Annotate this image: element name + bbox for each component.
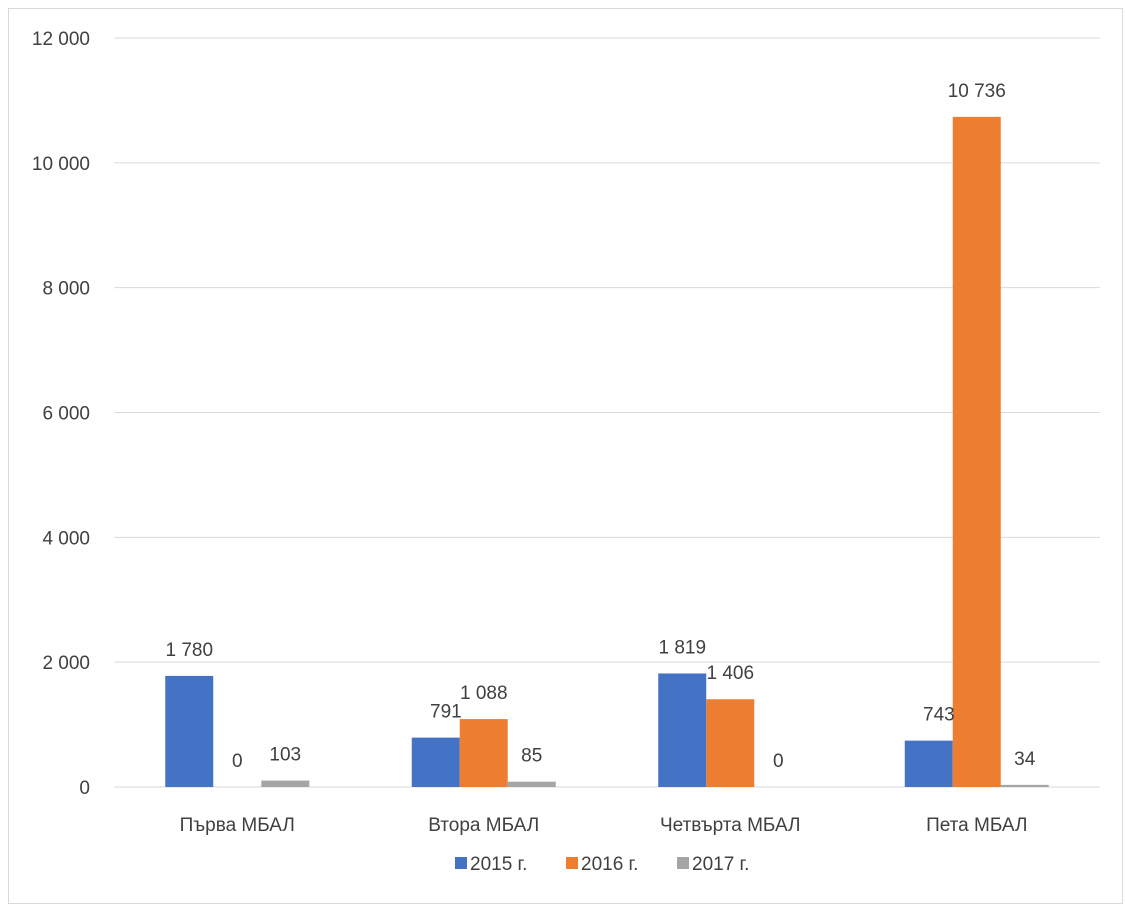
legend-label: 2017 г. [692,854,749,875]
data-label: 743 [923,705,955,726]
legend-label: 2015 г. [470,854,527,875]
data-label: 34 [1014,749,1036,770]
y-tick-label: 0 [79,778,90,799]
bar [507,781,556,787]
bar [261,780,310,787]
data-label: 10 736 [948,81,1006,102]
data-label: 85 [521,746,542,767]
data-label: 1 088 [460,683,508,704]
bar [459,719,508,787]
legend-swatch [455,857,467,869]
y-tick-label: 6 000 [42,404,90,425]
legend-swatch [677,857,689,869]
y-tick-label: 12 000 [32,29,90,50]
data-label: 0 [232,751,243,772]
bars [165,116,1049,788]
gridlines [114,37,1100,788]
bar [658,673,707,787]
x-category-label: Втора МБАЛ [428,815,539,836]
x-category-label: Четвърта МБАЛ [660,815,801,836]
y-tick-label: 4 000 [42,528,90,549]
bar [411,737,460,787]
y-tick-label: 10 000 [32,154,90,175]
data-label: 1 780 [165,640,213,661]
data-label: 0 [773,751,784,772]
y-tick-label: 2 000 [42,653,90,674]
bar [1000,784,1049,787]
bar [706,699,755,787]
bar [904,740,953,787]
x-category-label: Първа МБАЛ [180,815,295,836]
y-axis-tick-labels: 0 2 000 4 000 6 000 8 000 10 000 12 000 [32,29,90,799]
legend: 2015 г. 2016 г. 2017 г. [455,854,749,875]
y-tick-label: 8 000 [42,279,90,300]
bar [952,116,1001,788]
legend-swatch [566,857,578,869]
data-label: 1 406 [706,663,754,684]
data-label: 103 [269,745,301,766]
x-category-label: Пета МБАЛ [926,815,1027,836]
bar [165,675,214,787]
data-label: 1 819 [658,637,706,658]
data-label: 791 [430,702,462,723]
x-axis-category-labels: Първа МБАЛ Втора МБАЛ Четвърта МБАЛ Пета МБ… [180,815,1028,836]
legend-label: 2016 г. [581,854,638,875]
